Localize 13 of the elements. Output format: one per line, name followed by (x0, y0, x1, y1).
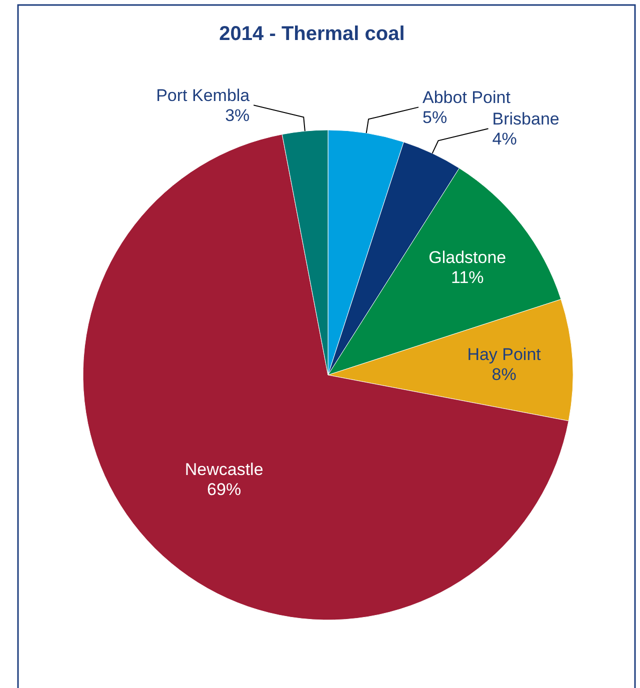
data-label: 69% (207, 480, 242, 499)
data-label: 11% (451, 268, 484, 287)
slice-label: Brisbane (492, 110, 560, 129)
slice-label: Gladstone (428, 248, 506, 267)
slice-label: Hay Point (467, 344, 542, 364)
data-label: 5% (422, 108, 448, 128)
slice-label: Port Kembla (156, 86, 250, 106)
chart-title: 2014 - Thermal coal (219, 23, 405, 45)
data-label: 3% (225, 106, 250, 126)
slice-label: Abbot Point (422, 88, 511, 108)
data-label: 8% (492, 364, 516, 384)
data-label: 4% (492, 130, 517, 149)
slice-label: Newcastle (184, 460, 264, 479)
